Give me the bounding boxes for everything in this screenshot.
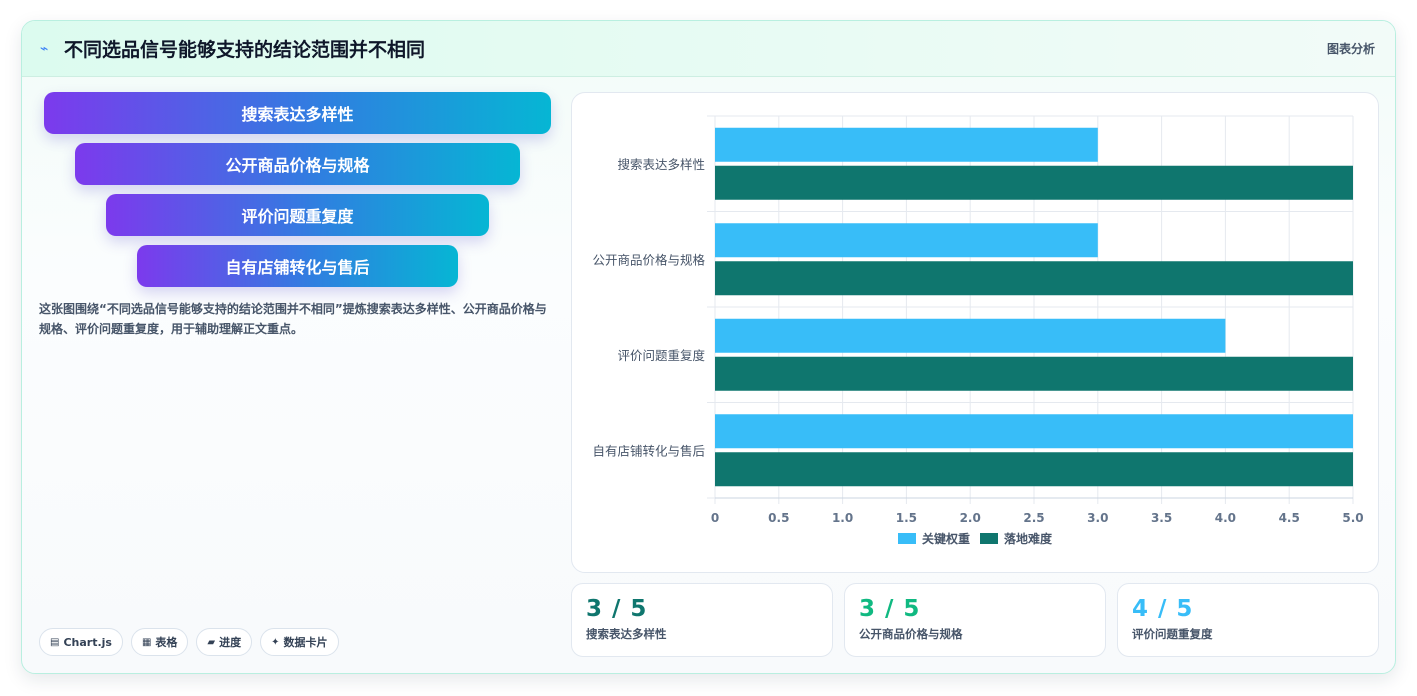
- funnel-item: 自有店铺转化与售后: [137, 245, 458, 287]
- x-tick-label: 0.5: [768, 511, 789, 525]
- x-tick-label: 3.5: [1151, 511, 1172, 525]
- tag-chartjs[interactable]: ▤ Chart.js: [39, 628, 123, 656]
- tag-label: 进度: [219, 636, 242, 649]
- bar: [715, 452, 1353, 487]
- bar: [715, 223, 1098, 258]
- funnel-item: 评价问题重复度: [106, 194, 489, 236]
- stat-value: 4 / 5: [1132, 596, 1194, 622]
- chart-icon: ▤: [50, 636, 60, 648]
- stat-card: 3 / 5 搜索表达多样性: [571, 583, 833, 657]
- chart-panel: 0 0.5 1.0 1.5 2.0 2.5 3.0 3.5 4.0 4.5 5.0 搜索表达多样性公开…: [571, 92, 1379, 573]
- title-group: ⌁ 不同选品信号能够支持的结论范围并不相同: [40, 35, 425, 62]
- x-tick-label: 4.5: [1279, 511, 1300, 525]
- feature-tags: ▤ Chart.js ▦ 表格 ▰ 进度 ✦ 数据卡片: [39, 628, 339, 656]
- tag-table[interactable]: ▦ 表格: [130, 628, 189, 656]
- page-title: 不同选品信号能够支持的结论范围并不相同: [64, 39, 426, 61]
- stat-value: 3 / 5: [586, 596, 648, 622]
- x-tick-label: 4.0: [1215, 511, 1236, 525]
- bar: [715, 127, 1098, 162]
- card-header: ⌁ 不同选品信号能够支持的结论范围并不相同 图表分析: [22, 21, 1395, 77]
- bar: [715, 414, 1353, 449]
- legend-swatch: [898, 533, 916, 544]
- stat-card: 4 / 5 评价问题重复度: [1117, 583, 1379, 657]
- x-tick-label: 3.0: [1087, 511, 1108, 525]
- x-tick-label: 5.0: [1342, 511, 1363, 525]
- x-tick-label: 2.0: [960, 511, 981, 525]
- progress-icon: ▰: [207, 636, 216, 648]
- stat-card: 3 / 5 公开商品价格与规格: [844, 583, 1106, 657]
- card-icon: ✦: [271, 636, 280, 648]
- stat-label: 公开商品价格与规格: [859, 627, 963, 641]
- stat-label: 评价问题重复度: [1132, 627, 1213, 641]
- x-tick-label: 1.5: [896, 511, 917, 525]
- bar: [715, 261, 1353, 296]
- funnel-item: 公开商品价格与规格: [75, 143, 520, 185]
- stat-cards: 3 / 5 搜索表达多样性 3 / 5 公开商品价格与规格 4 / 5 评价问题…: [571, 583, 1379, 657]
- x-tick-label: 2.5: [1023, 511, 1044, 525]
- header-tag: 图表分析: [1326, 42, 1375, 56]
- chart-description: 这张图围绕“不同选品信号能够支持的结论范围并不相同”提炼搜索表达多样性、公开商品…: [39, 302, 547, 336]
- tag-label: 表格: [155, 636, 178, 649]
- y-tick-label: 搜索表达多样性: [617, 157, 705, 172]
- legend-label: 落地难度: [1004, 531, 1053, 546]
- sparkle-icon: ⌁: [40, 40, 49, 57]
- content-card: ⌁ 不同选品信号能够支持的结论范围并不相同 图表分析 搜索表达多样性 公开商品价…: [21, 20, 1396, 674]
- tag-progress[interactable]: ▰ 进度: [196, 628, 253, 656]
- y-tick-label: 评价问题重复度: [617, 348, 705, 363]
- y-tick-label: 自有店铺转化与售后: [592, 443, 705, 458]
- legend-label: 关键权重: [922, 531, 970, 546]
- funnel-item: 搜索表达多样性: [44, 92, 551, 134]
- table-icon: ▦: [141, 636, 152, 648]
- bar-chart: 0 0.5 1.0 1.5 2.0 2.5 3.0 3.5 4.0 4.5 5.0 搜索表达多样性公开…: [592, 115, 1364, 546]
- y-tick-label: 公开商品价格与规格: [592, 252, 705, 267]
- bar: [715, 165, 1353, 200]
- x-tick-label: 1.0: [832, 511, 853, 525]
- tag-label: Chart.js: [63, 635, 112, 649]
- stat-value: 3 / 5: [859, 596, 921, 622]
- bar: [715, 318, 1226, 353]
- bar: [715, 356, 1353, 391]
- tag-label: 数据卡片: [283, 636, 328, 649]
- legend-swatch: [980, 533, 998, 544]
- stat-label: 搜索表达多样性: [586, 627, 667, 641]
- x-tick-label: 0: [711, 511, 719, 525]
- tag-data-card[interactable]: ✦ 数据卡片: [260, 628, 339, 656]
